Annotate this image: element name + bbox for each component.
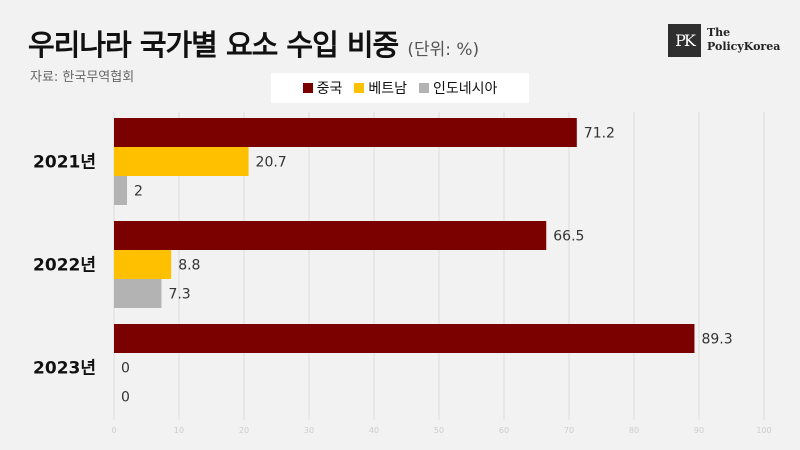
value-label-2-1: 0: [121, 361, 130, 377]
value-label-0-0: 71.2: [584, 126, 615, 142]
legend-item-1: 베트남: [354, 78, 407, 98]
legend-item-2: 인도네시아: [419, 78, 497, 98]
logo-line-2: PolicyKorea: [707, 40, 781, 53]
bar-1-0: [114, 221, 547, 250]
chart-legend: 중국 베트남 인도네시아: [271, 73, 529, 103]
logo-mark-icon: PK: [668, 24, 701, 57]
legend-label-0: 중국: [316, 81, 343, 97]
x-tick-label-9: 90: [694, 426, 704, 435]
x-tick-label-5: 50: [434, 426, 444, 435]
x-tick-label-4: 40: [369, 426, 379, 435]
x-tick-label-6: 60: [499, 426, 509, 435]
x-tick-label-8: 80: [629, 426, 639, 435]
value-label-1-2: 7.3: [168, 287, 190, 303]
chart-title: 우리나라 국가별 요소 수입 비중 (단위: %): [28, 22, 479, 64]
logo-text: The PolicyKorea: [707, 26, 780, 54]
legend-swatch-0: [302, 83, 313, 93]
logo-line-1: The: [707, 26, 731, 39]
category-label-2: 2023년: [33, 359, 96, 379]
x-tick-label-1: 10: [174, 426, 184, 435]
legend-swatch-2: [419, 83, 429, 93]
value-label-1-0: 66.5: [553, 229, 584, 245]
category-label-0: 2021년: [33, 153, 96, 173]
bar-1-2: [114, 279, 162, 308]
x-tick-label-7: 70: [564, 426, 574, 435]
legend-label-1: 베트남: [368, 81, 407, 97]
legend-swatch-1: [354, 83, 365, 93]
value-label-2-2: 0: [121, 390, 130, 406]
bar-0-0: [114, 118, 577, 147]
publisher-logo: PK The PolicyKorea: [668, 24, 780, 58]
unit-label: (단위: %): [407, 40, 480, 60]
x-tick-label-3: 30: [304, 426, 314, 435]
x-tick-label-2: 20: [239, 426, 249, 435]
bar-1-1: [114, 250, 172, 279]
value-label-0-1: 20.7: [256, 155, 287, 171]
category-label-1: 2022년: [33, 256, 96, 276]
value-label-1-1: 8.8: [178, 258, 200, 274]
chart-title-text: 우리나라 국가별 요소 수입 비중: [28, 28, 399, 62]
x-tick-label-0: 0: [111, 426, 116, 435]
legend-item-0: 중국: [302, 78, 343, 98]
x-tick-label-10: 100: [756, 426, 771, 435]
value-label-2-0: 89.3: [701, 332, 732, 348]
source-note: 자료: 한국무역협회: [30, 70, 135, 85]
value-label-0-2: 2: [134, 184, 143, 200]
bar-2-0: [114, 324, 695, 353]
legend-label-2: 인도네시아: [433, 81, 498, 97]
bar-0-2: [114, 176, 127, 205]
bar-0-1: [114, 147, 249, 176]
